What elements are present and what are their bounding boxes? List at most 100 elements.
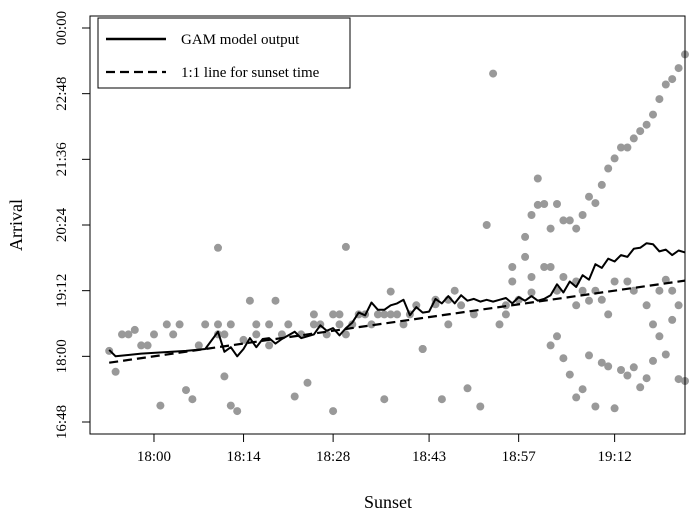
data-point — [239, 335, 248, 344]
gam-model-line — [108, 242, 686, 358]
y-tick-label: 18:00 — [54, 339, 70, 373]
data-point — [143, 341, 152, 350]
data-point — [111, 367, 120, 376]
data-point — [469, 310, 478, 319]
data-point — [578, 385, 587, 394]
sunset-reference-line — [109, 279, 686, 364]
data-point — [655, 332, 664, 341]
data-point — [578, 286, 587, 295]
data-point — [604, 310, 613, 319]
data-point — [233, 407, 242, 416]
data-point — [118, 330, 126, 339]
data-point — [482, 221, 491, 229]
data-point — [578, 211, 587, 219]
data-point — [636, 383, 645, 392]
data-point — [546, 263, 555, 271]
data-point — [617, 366, 625, 374]
data-point — [309, 320, 318, 329]
data-point — [476, 402, 485, 411]
data-point — [188, 395, 197, 404]
y-tick-label: 19:12 — [54, 274, 70, 308]
y-tick-label: 21:36 — [54, 142, 70, 177]
data-point — [559, 216, 568, 225]
legend-box — [97, 17, 351, 89]
data-point — [668, 75, 677, 84]
y-axis-title: Arrival — [6, 199, 26, 251]
y-tick-label: 16:48 — [54, 405, 70, 439]
data-point — [220, 330, 229, 339]
data-point — [559, 273, 568, 281]
data-point — [572, 301, 581, 310]
data-point — [252, 330, 261, 339]
data-point — [335, 320, 344, 329]
data-point — [629, 363, 638, 372]
data-point — [533, 174, 542, 183]
x-axis: 18:00 18:14 18:28 18:43 18:57 19:12 — [137, 434, 632, 465]
data-point — [226, 320, 235, 329]
data-point — [341, 330, 350, 339]
data-point — [597, 180, 606, 189]
data-point — [655, 286, 664, 295]
data-point — [604, 164, 613, 173]
data-point — [457, 301, 466, 310]
data-point — [553, 332, 561, 341]
data-point — [642, 301, 651, 310]
data-point — [169, 330, 178, 339]
y-tick-label: 00:00 — [54, 11, 70, 45]
data-point — [495, 320, 504, 329]
data-point — [437, 395, 446, 404]
data-point — [214, 320, 222, 329]
data-point — [156, 401, 165, 410]
data-point — [604, 362, 613, 371]
data-point — [220, 372, 229, 381]
data-point — [303, 378, 312, 387]
data-point — [610, 154, 619, 163]
data-point — [380, 310, 389, 319]
data-point — [393, 310, 402, 319]
data-point — [508, 277, 517, 286]
data-point — [623, 143, 632, 152]
data-point — [546, 341, 555, 350]
data-point — [533, 200, 542, 209]
data-point — [201, 320, 210, 329]
data-point — [629, 286, 638, 295]
x-tick-label: 19:12 — [598, 449, 632, 465]
data-point — [540, 263, 549, 271]
data-point — [489, 69, 498, 78]
data-point — [265, 341, 274, 350]
data-point — [508, 263, 517, 271]
data-point — [527, 273, 536, 281]
data-point — [386, 310, 395, 319]
data-point — [309, 310, 318, 319]
data-point — [271, 296, 280, 305]
data-point — [130, 325, 139, 334]
data-point — [527, 211, 536, 219]
data-point — [137, 341, 146, 350]
data-point — [214, 243, 222, 252]
data-point — [386, 287, 395, 296]
data-point — [591, 402, 600, 411]
data-point — [373, 310, 382, 319]
data-point — [617, 143, 625, 152]
data-point — [540, 200, 549, 208]
y-tick-label: 22:48 — [54, 77, 70, 111]
data-point — [649, 356, 657, 365]
data-point — [521, 252, 530, 261]
data-point — [661, 350, 670, 359]
data-point — [610, 404, 619, 413]
data-point — [674, 64, 683, 73]
data-point — [399, 320, 408, 329]
data-point — [444, 320, 453, 329]
data-point — [546, 224, 555, 233]
legend-label-model: GAM model output — [181, 32, 300, 48]
data-point — [623, 371, 632, 380]
data-point — [661, 80, 670, 89]
data-point — [585, 351, 593, 360]
data-point — [642, 120, 651, 129]
data-point — [655, 95, 664, 104]
data-point — [668, 315, 677, 324]
data-point — [182, 386, 190, 395]
data-point — [585, 192, 593, 201]
x-tick-label: 18:14 — [226, 449, 261, 465]
